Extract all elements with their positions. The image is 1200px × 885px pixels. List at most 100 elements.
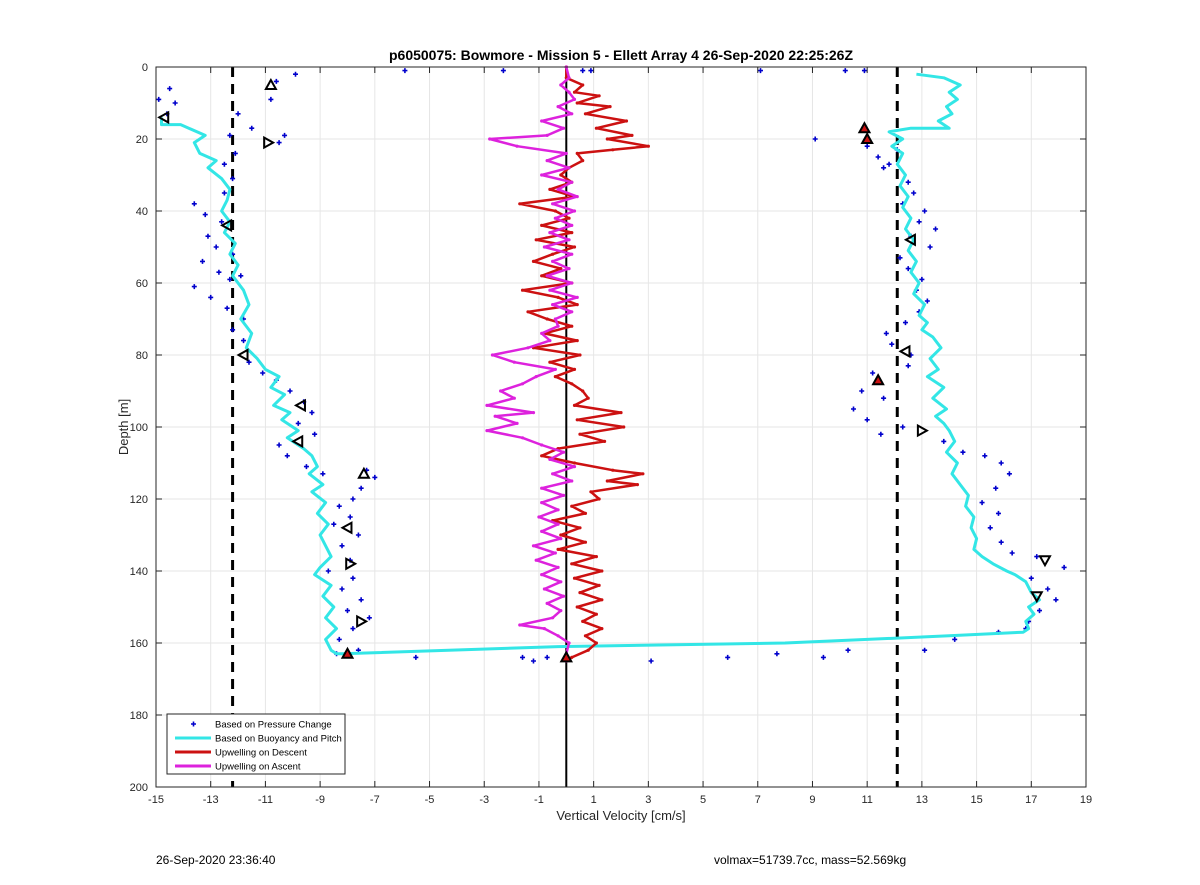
series-point-3 (548, 339, 552, 343)
pressure-point (922, 208, 928, 214)
series-point-2 (605, 479, 609, 483)
series-point-2 (583, 511, 588, 515)
pressure-point (875, 154, 881, 160)
pressure-point (339, 543, 345, 549)
profile-marker (236, 348, 249, 362)
pressure-point (725, 654, 731, 660)
pressure-point (339, 586, 345, 592)
pressure-point (919, 276, 925, 282)
pressure-point (1061, 564, 1067, 570)
series-point-2 (556, 547, 560, 552)
series-point-2 (624, 119, 629, 123)
series-point-3 (556, 508, 560, 512)
series-point-2 (578, 526, 582, 530)
pressure-point (221, 161, 227, 167)
series-point-2 (526, 310, 530, 314)
series-point-3 (567, 267, 571, 271)
series-point-3 (526, 346, 530, 350)
series-point-3 (567, 90, 571, 94)
pressure-point (851, 406, 856, 412)
series-point-3 (534, 558, 538, 562)
x-tick-label: -15 (148, 794, 164, 806)
series-point-3 (548, 457, 552, 461)
profile-marker (857, 121, 872, 134)
pressure-point (842, 68, 848, 74)
series-point-2 (545, 317, 549, 321)
series-point-2 (581, 83, 585, 87)
pressure-point (355, 532, 361, 538)
profile-marker (903, 233, 916, 247)
series-point-2 (581, 389, 585, 393)
y-tick-label: 40 (136, 206, 148, 218)
pressure-point (952, 636, 958, 642)
y-tick-label: 100 (130, 422, 148, 434)
series-point-2 (572, 367, 577, 371)
pressure-point (905, 179, 911, 185)
pressure-point (845, 647, 851, 653)
series-point-3 (540, 119, 544, 123)
pressure-point (216, 269, 222, 275)
pressure-point (900, 424, 906, 430)
series-point-2 (578, 353, 582, 357)
pressure-point (238, 273, 244, 279)
series-point-2 (553, 375, 557, 379)
pressure-point (213, 244, 219, 250)
series-point-3 (551, 202, 555, 206)
series-point-2 (635, 483, 640, 487)
series-point-2 (589, 490, 593, 494)
series-point-2 (646, 144, 650, 148)
series-point-2 (597, 497, 601, 501)
legend-label-2: Upwelling on Descent (215, 748, 307, 759)
plot-series (156, 65, 1067, 787)
pressure-point (402, 68, 408, 74)
legend-label-0: Based on Pressure Change (215, 720, 332, 731)
x-tick-label: 5 (700, 794, 706, 806)
pressure-point (347, 514, 353, 520)
pressure-point (276, 442, 282, 448)
pressure-point (350, 626, 356, 632)
series-point-3 (559, 580, 563, 584)
series-point-3 (559, 609, 563, 613)
series-point-3 (556, 324, 560, 328)
y-tick-label: 0 (142, 62, 148, 74)
pressure-point (309, 410, 315, 416)
series-point-3 (553, 216, 557, 220)
pressure-point (905, 266, 911, 272)
pressure-point (372, 474, 378, 480)
series-point-2 (575, 339, 579, 343)
profile-marker (898, 344, 911, 359)
series-point-2 (608, 105, 612, 109)
y-tick-label: 120 (130, 494, 148, 506)
pressure-point (191, 284, 197, 290)
series-point-2 (572, 90, 577, 94)
pressure-point (1045, 586, 1051, 592)
series-point-2 (586, 648, 590, 652)
y-tick-label: 80 (136, 350, 148, 362)
series-point-2 (531, 259, 536, 263)
pressure-point (344, 608, 350, 614)
series-point-3 (567, 166, 571, 170)
pressure-point (588, 68, 594, 74)
y-tick-label: 160 (130, 638, 148, 650)
series-point-3 (567, 641, 571, 645)
series-point-2 (581, 619, 585, 624)
series-point-3 (540, 173, 544, 177)
series-point-3 (564, 151, 568, 155)
profile-marker (264, 77, 278, 90)
pressure-point (1053, 597, 1059, 603)
footer-timestamp: 26-Sep-2020 23:36:40 (156, 853, 276, 867)
series-point-2 (583, 634, 588, 638)
profile-markers (157, 77, 1052, 663)
series-point-3 (512, 396, 516, 400)
series-point-2 (534, 238, 538, 242)
pressure-point (366, 615, 372, 621)
series-point-3 (520, 382, 525, 386)
series-point-3 (485, 403, 489, 407)
y-tick-label: 60 (136, 278, 148, 290)
series-point-2 (583, 540, 588, 544)
pressure-point (897, 255, 903, 261)
series-point-2 (578, 432, 582, 436)
pressure-point (273, 78, 279, 84)
pressure-point (293, 71, 298, 77)
pressure-point (758, 68, 763, 74)
